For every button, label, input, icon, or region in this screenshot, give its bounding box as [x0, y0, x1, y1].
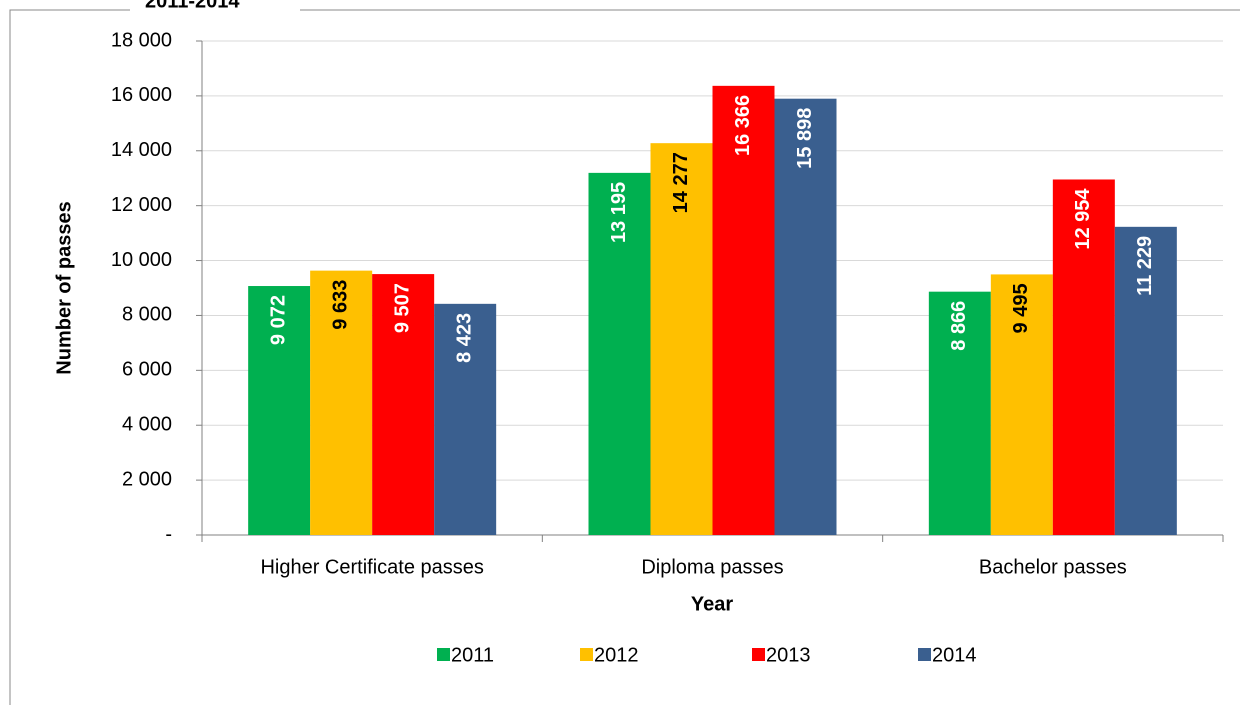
- y-tick-label: 8 000: [122, 304, 172, 326]
- y-tick-label: 6 000: [122, 359, 172, 381]
- bar: [1052, 179, 1115, 535]
- data-label: 13 195: [608, 182, 630, 243]
- x-tick-label: Diploma passes: [641, 556, 783, 578]
- data-label: 8 866: [948, 301, 970, 351]
- bar: [434, 303, 497, 535]
- bar: [990, 274, 1053, 535]
- bar: [928, 291, 991, 535]
- bar: [774, 98, 837, 535]
- y-tick-label: 2 000: [122, 468, 172, 490]
- data-label: 11 229: [1134, 236, 1156, 296]
- legend-swatch: [437, 648, 450, 661]
- data-label: 9 507: [391, 283, 413, 333]
- bar: [712, 85, 775, 535]
- y-tick-label: 16 000: [111, 84, 172, 106]
- y-tick-label: 14 000: [111, 139, 172, 161]
- legend-label: 2011: [451, 644, 494, 666]
- y-tick-label: 18 000: [111, 29, 172, 51]
- chart-title: 2011-2014: [145, 0, 240, 12]
- legend-swatch: [918, 648, 931, 661]
- legend-swatch: [580, 648, 593, 661]
- legend-swatch: [752, 648, 765, 661]
- bar: [310, 270, 373, 535]
- data-label: 12 954: [1072, 188, 1094, 250]
- data-label: 9 072: [267, 295, 289, 345]
- x-tick-label: Higher Certificate passes: [260, 556, 483, 578]
- y-tick-label: 12 000: [111, 194, 172, 216]
- y-tick-label: 10 000: [111, 249, 172, 271]
- data-label: 15 898: [794, 108, 816, 169]
- bar: [248, 286, 311, 535]
- legend-label: 2014: [932, 644, 977, 666]
- legend-label: 2013: [766, 644, 811, 666]
- bar: [588, 172, 651, 536]
- y-axis-title: Number of passes: [53, 201, 75, 374]
- y-tick-label: -: [165, 523, 172, 545]
- data-label: 16 366: [732, 95, 754, 156]
- bar: [650, 143, 713, 535]
- data-label: 8 423: [453, 313, 475, 363]
- data-label: 9 495: [1010, 283, 1032, 333]
- legend-label: 2012: [594, 644, 639, 666]
- data-label: 14 277: [670, 152, 692, 213]
- x-tick-label: Bachelor passes: [979, 556, 1127, 578]
- x-axis-title: Year: [691, 593, 733, 615]
- title-backdrop: [130, 0, 300, 12]
- bar: [1114, 226, 1177, 535]
- y-tick-label: 4 000: [122, 414, 172, 436]
- bar: [372, 274, 435, 535]
- data-label: 9 633: [329, 280, 351, 330]
